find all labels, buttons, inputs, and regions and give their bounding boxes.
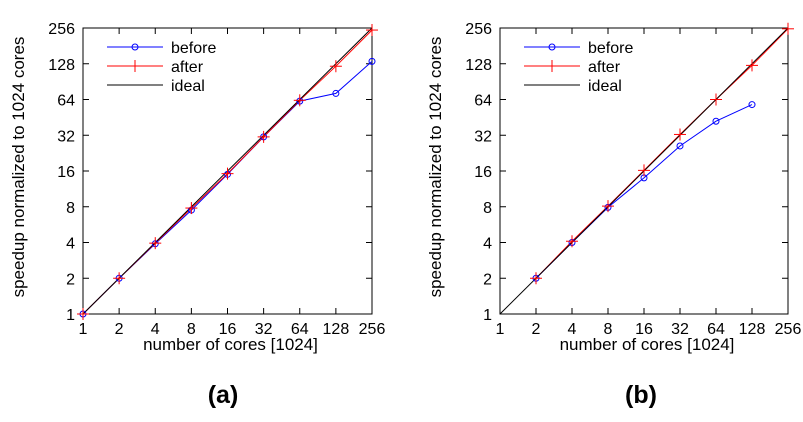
data-point-after bbox=[746, 59, 758, 72]
data-point-after bbox=[566, 235, 578, 248]
legend-label-after: after bbox=[588, 59, 621, 76]
legend-entry-ideal: ideal bbox=[107, 78, 205, 95]
y-tick-label: 128 bbox=[48, 57, 75, 74]
legend-marker bbox=[548, 43, 556, 51]
series-line-before bbox=[535, 104, 753, 279]
x-tick-label: 4 bbox=[568, 321, 577, 338]
x-tick-label: 128 bbox=[739, 321, 766, 338]
legend-marker bbox=[131, 43, 139, 51]
data-point-before bbox=[676, 142, 684, 150]
y-tick-label: 64 bbox=[474, 93, 492, 110]
legend-label-before: before bbox=[171, 40, 216, 57]
x-tick-label: 16 bbox=[635, 321, 653, 338]
x-tick-label: 64 bbox=[707, 321, 725, 338]
x-tick-label: 1 bbox=[79, 321, 88, 338]
legend-label-ideal: ideal bbox=[171, 78, 205, 95]
x-tick-label: 64 bbox=[291, 321, 309, 338]
y-tick-label: 16 bbox=[474, 164, 492, 181]
data-point-after bbox=[638, 164, 650, 177]
x-tick-label: 32 bbox=[671, 321, 689, 338]
y-tick-label: 32 bbox=[474, 128, 492, 145]
x-tick-label: 32 bbox=[255, 321, 273, 338]
legend-entry-before: before bbox=[524, 40, 633, 57]
data-point-after bbox=[329, 60, 342, 73]
x-tick-label: 8 bbox=[604, 321, 613, 338]
y-tick-label: 1 bbox=[66, 307, 75, 324]
y-tick-label: 8 bbox=[483, 200, 492, 217]
data-point-after bbox=[113, 272, 126, 285]
legend-label-after: after bbox=[171, 59, 204, 76]
data-point-before bbox=[712, 117, 720, 125]
x-tick-label: 16 bbox=[219, 321, 237, 338]
x-tick-label: 256 bbox=[359, 321, 386, 338]
x-tick-label: 8 bbox=[187, 321, 196, 338]
y-axis-title: speedup normalized to 1024 cores bbox=[9, 37, 28, 298]
legend-entry-before: before bbox=[107, 40, 216, 57]
y-tick-label: 16 bbox=[57, 164, 75, 181]
chart-panel-a: 1 2 4 8 16 32 64 128 256 1 2 4 8 16 32 64 128 256 number o… bbox=[9, 21, 385, 409]
series-line-before bbox=[82, 61, 373, 315]
data-point-after bbox=[674, 128, 686, 141]
data-point-after bbox=[185, 202, 198, 215]
y-tick-label: 2 bbox=[66, 271, 75, 288]
legend-entry-ideal: ideal bbox=[524, 78, 622, 95]
legend-entry-after: after bbox=[524, 59, 621, 76]
data-point-after bbox=[710, 93, 722, 106]
y-tick-label: 1 bbox=[483, 307, 492, 324]
legend-label-ideal: ideal bbox=[588, 78, 622, 95]
x-axis-title: number of cores [1024] bbox=[560, 335, 735, 354]
data-point-before bbox=[748, 101, 756, 109]
panel-caption: (b) bbox=[625, 381, 657, 409]
y-tick-label: 128 bbox=[465, 57, 492, 74]
x-tick-label: 2 bbox=[115, 321, 124, 338]
chart-panel-b: 1 2 4 8 16 32 64 128 256 1 2 4 8 16 32 64 128 256 number o… bbox=[426, 21, 801, 409]
data-point-after bbox=[530, 272, 542, 285]
data-point-after bbox=[602, 200, 614, 213]
y-tick-label: 64 bbox=[57, 93, 75, 110]
legend-label-before: before bbox=[588, 40, 633, 57]
x-tick-label: 128 bbox=[323, 321, 350, 338]
panel-caption: (a) bbox=[208, 381, 239, 409]
data-point-after bbox=[257, 130, 270, 143]
x-tick-label: 2 bbox=[532, 321, 541, 338]
y-tick-label: 8 bbox=[66, 200, 75, 217]
data-point-after bbox=[77, 308, 89, 320]
y-tick-label: 4 bbox=[483, 236, 492, 253]
y-tick-label: 32 bbox=[57, 128, 75, 145]
data-point-after bbox=[221, 167, 234, 180]
legend-entry-after: after bbox=[107, 59, 204, 76]
y-tick-label: 2 bbox=[483, 271, 492, 288]
data-point-after bbox=[149, 237, 162, 250]
y-tick-label: 256 bbox=[465, 21, 492, 38]
y-tick-label: 4 bbox=[66, 236, 75, 253]
data-point-before bbox=[332, 89, 340, 97]
x-tick-label: 1 bbox=[496, 321, 505, 338]
data-point-after bbox=[366, 24, 378, 37]
data-point-after bbox=[782, 22, 794, 35]
data-point-after bbox=[293, 94, 306, 107]
x-tick-label: 4 bbox=[151, 321, 160, 338]
data-point-before bbox=[368, 57, 376, 65]
x-tick-label: 256 bbox=[775, 321, 802, 338]
x-axis-title: number of cores [1024] bbox=[143, 335, 318, 354]
y-tick-label: 256 bbox=[48, 21, 75, 38]
y-axis-title: speedup normalized to 1024 cores bbox=[426, 37, 445, 298]
